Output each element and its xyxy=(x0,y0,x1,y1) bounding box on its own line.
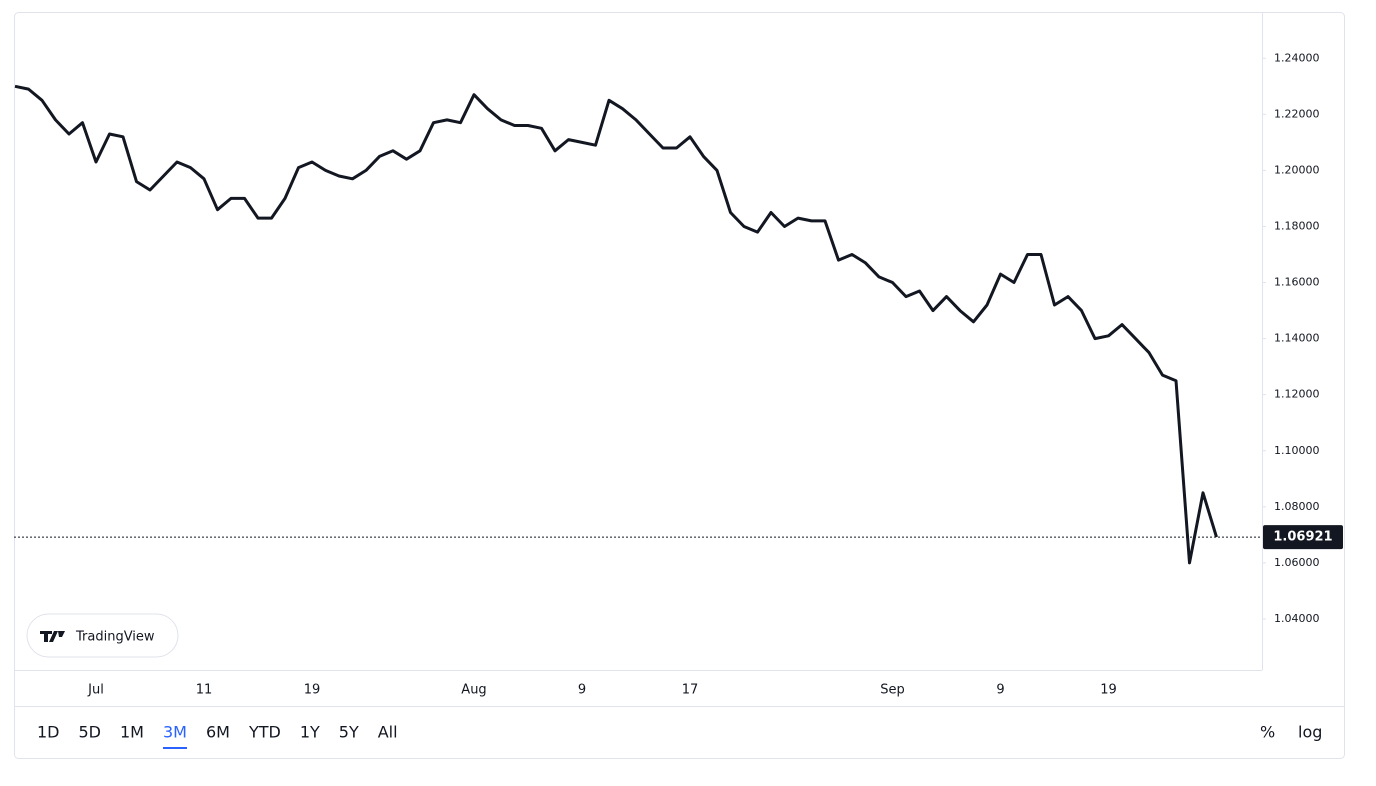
brand-badge: TradingView xyxy=(26,613,179,658)
range-button[interactable]: 5Y xyxy=(339,723,359,742)
last-price-box xyxy=(1263,525,1343,550)
brand-name: TradingView xyxy=(75,630,155,645)
x-tick-label: 9 xyxy=(996,683,1004,698)
range-button[interactable]: YTD xyxy=(248,723,281,742)
y-tick-label: 1.08000 xyxy=(1274,500,1320,513)
y-tick-label: 1.12000 xyxy=(1274,388,1320,401)
x-tick-label: Aug xyxy=(461,683,486,698)
y-tick-label: 1.20000 xyxy=(1274,163,1320,176)
x-tick-label: 19 xyxy=(304,683,321,698)
range-button[interactable]: All xyxy=(378,723,398,742)
range-button[interactable]: 1M xyxy=(120,723,144,742)
frame xyxy=(14,12,1345,759)
range-button[interactable]: 6M xyxy=(206,723,230,742)
y-tick-label: 1.22000 xyxy=(1274,107,1320,120)
y-tick-label: 1.16000 xyxy=(1274,276,1320,289)
range-button[interactable]: 1Y xyxy=(300,723,320,742)
x-tick-label: 17 xyxy=(682,683,699,698)
log-toggle[interactable]: log xyxy=(1298,723,1322,742)
last-price-label: 1.06921 xyxy=(1273,530,1332,545)
price-line xyxy=(14,84,1218,565)
y-tick-label: 1.24000 xyxy=(1274,51,1320,64)
y-tick-label: 1.14000 xyxy=(1274,332,1320,345)
range-button[interactable]: 1D xyxy=(37,723,60,742)
x-tick-label: 9 xyxy=(578,683,586,698)
x-tick-label: 19 xyxy=(1100,683,1117,698)
x-tick-label: 11 xyxy=(196,683,213,698)
range-button[interactable]: 5D xyxy=(79,723,102,742)
percent-toggle[interactable]: % xyxy=(1260,723,1275,742)
y-tick-label: 1.06000 xyxy=(1274,556,1320,569)
y-tick-label: 1.18000 xyxy=(1274,219,1320,232)
x-tick-label: Sep xyxy=(880,683,905,698)
range-button[interactable]: 3M xyxy=(163,723,187,742)
y-tick-label: 1.10000 xyxy=(1274,444,1320,457)
x-tick-label: Jul xyxy=(87,683,104,698)
y-tick-label: 1.04000 xyxy=(1274,612,1320,625)
